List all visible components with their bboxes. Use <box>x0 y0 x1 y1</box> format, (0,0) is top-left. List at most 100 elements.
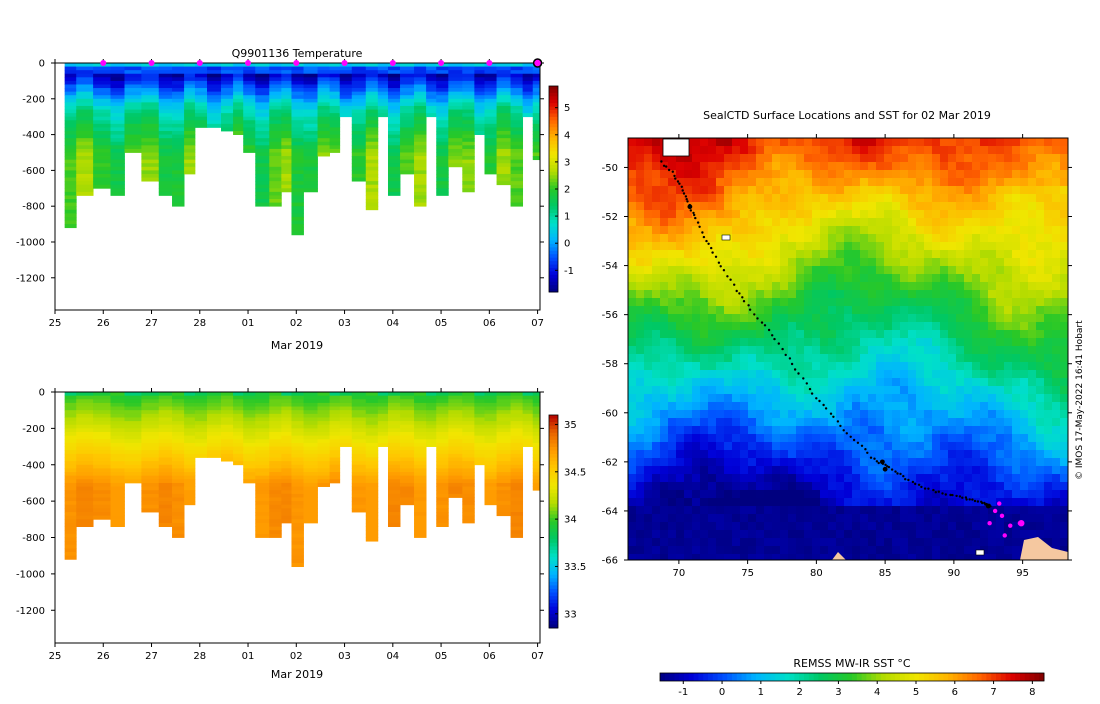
sst-pixel <box>972 466 981 475</box>
sst-pixel <box>980 370 989 379</box>
section-cell <box>221 396 233 400</box>
section-cell <box>207 84 221 88</box>
section-cell <box>243 106 255 110</box>
sst-pixel <box>708 218 717 227</box>
section-cell <box>243 403 255 407</box>
sst-pixel <box>804 250 813 259</box>
section-cell <box>124 396 141 400</box>
section-cell <box>243 425 255 429</box>
section-cell <box>111 523 125 527</box>
section-cell <box>243 428 255 432</box>
section-cell <box>366 185 378 189</box>
sst-pixel <box>652 402 661 411</box>
sst-pixel <box>700 402 709 411</box>
sst-pixel <box>812 458 821 467</box>
section-cell <box>233 436 244 440</box>
sst-pixel <box>988 442 997 451</box>
section-cell <box>255 534 269 538</box>
section-cell <box>233 106 244 110</box>
sst-pixel <box>724 386 733 395</box>
sst-pixel <box>1044 234 1053 243</box>
sst-pixel <box>1036 202 1045 211</box>
section-cell <box>352 468 366 472</box>
sst-pixel <box>900 274 909 283</box>
sst-pixel <box>868 186 877 195</box>
section-cell <box>281 497 292 501</box>
sst-pixel <box>860 274 869 283</box>
sst-pixel <box>836 282 845 291</box>
section-cell <box>414 63 426 67</box>
section-cell <box>221 436 233 440</box>
sst-pixel <box>1004 450 1013 459</box>
sst-pixel <box>956 378 965 387</box>
section-cell <box>497 410 511 414</box>
sst-pixel <box>820 138 829 147</box>
sst-pixel <box>916 330 925 339</box>
sst-pixel <box>1012 146 1021 155</box>
section-cell <box>462 92 474 96</box>
section-cell <box>93 417 111 421</box>
sst-pixel <box>980 298 989 307</box>
profile-column <box>378 63 389 117</box>
sst-pixel <box>764 274 773 283</box>
sst-pixel <box>1028 218 1037 227</box>
section-cell <box>291 468 303 472</box>
sst-pixel <box>788 330 797 339</box>
section-cell <box>497 106 511 110</box>
sst-pixel <box>724 274 733 283</box>
sst-pixel <box>764 178 773 187</box>
section-cell <box>462 407 474 411</box>
sst-pixel <box>988 450 997 459</box>
sst-pixel <box>628 250 637 259</box>
sst-pixel <box>724 306 733 315</box>
sst-pixel <box>716 418 725 427</box>
profile-column <box>221 392 233 462</box>
section-cell <box>159 145 173 149</box>
section-cell <box>172 120 184 124</box>
sst-pixel <box>860 210 869 219</box>
sst-pixel <box>988 274 997 283</box>
section-cell <box>111 135 125 139</box>
sst-pixel <box>1052 242 1061 251</box>
sst-pixel <box>636 354 645 363</box>
sst-pixel <box>860 170 869 179</box>
sst-pixel <box>1052 338 1061 347</box>
sst-pixel <box>924 202 933 211</box>
sst-pixel <box>716 194 725 203</box>
section-cell <box>124 142 141 146</box>
sst-pixel <box>924 426 933 435</box>
sst-pixel <box>684 450 693 459</box>
sst-pixel <box>876 146 885 155</box>
sst-pixel <box>852 258 861 267</box>
section-cell <box>159 88 173 92</box>
temperature-section <box>65 63 541 235</box>
section-cell <box>304 512 318 516</box>
sst-pixel <box>772 242 781 251</box>
section-cell <box>330 421 341 425</box>
sst-pixel <box>636 394 645 403</box>
sst-pixel <box>756 466 765 475</box>
profile-column <box>111 63 125 196</box>
sst-pixel <box>724 378 733 387</box>
section-cell <box>65 417 77 421</box>
sst-pixel <box>700 186 709 195</box>
sst-pixel <box>1060 186 1069 195</box>
section-cell <box>400 135 414 139</box>
section-cell <box>318 149 330 153</box>
section-cell <box>65 138 77 142</box>
sst-pixel <box>764 354 773 363</box>
section-cell <box>462 63 474 67</box>
sst-pixel <box>804 362 813 371</box>
sst-pixel <box>684 426 693 435</box>
section-cell <box>124 149 141 153</box>
section-cell <box>400 465 414 469</box>
sst-pixel <box>996 202 1005 211</box>
section-cell <box>243 95 255 99</box>
sst-pixel <box>764 210 773 219</box>
section-cell <box>485 102 497 106</box>
sst-pixel <box>956 402 965 411</box>
section-cell <box>141 70 159 74</box>
sst-pixel <box>660 290 669 299</box>
sst-pixel <box>644 434 653 443</box>
sst-pixel <box>892 330 901 339</box>
